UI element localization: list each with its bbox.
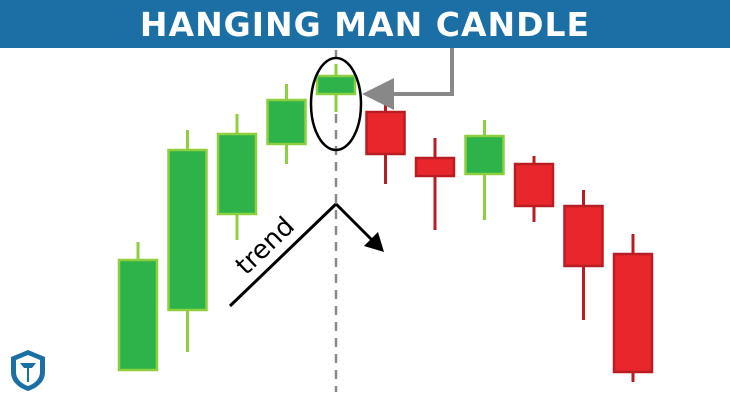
candle-body <box>167 148 208 312</box>
candle-body <box>365 110 406 156</box>
hanging-man-candle-body <box>315 74 357 96</box>
candle-1 <box>117 242 159 372</box>
trend-line-up <box>228 202 338 308</box>
pointer-arrow <box>362 48 454 110</box>
title-banner: HANGING MAN CANDLE <box>0 0 730 48</box>
candle-8 <box>464 120 505 220</box>
candle-body <box>464 134 505 176</box>
candles-group <box>117 64 654 382</box>
page-title: HANGING MAN CANDLE <box>139 4 591 44</box>
candle-11 <box>612 234 654 382</box>
candle-9 <box>513 156 555 222</box>
candle-body <box>414 156 456 178</box>
candle-7 <box>414 138 456 230</box>
candle-body <box>266 98 307 146</box>
candle-10 <box>563 190 604 320</box>
candle-6 <box>365 100 406 184</box>
candle-body <box>612 252 654 374</box>
candle-body <box>513 162 555 208</box>
highlight-ellipse <box>309 56 363 152</box>
candle-body <box>216 132 258 216</box>
candle-5 <box>315 64 357 112</box>
shield-logo-icon <box>11 350 45 391</box>
trend-arrowhead <box>364 232 384 252</box>
candle-body <box>563 204 604 268</box>
candle-2 <box>167 130 208 352</box>
candle-4 <box>266 84 307 164</box>
candle-3 <box>216 114 258 240</box>
candle-body <box>117 258 159 372</box>
